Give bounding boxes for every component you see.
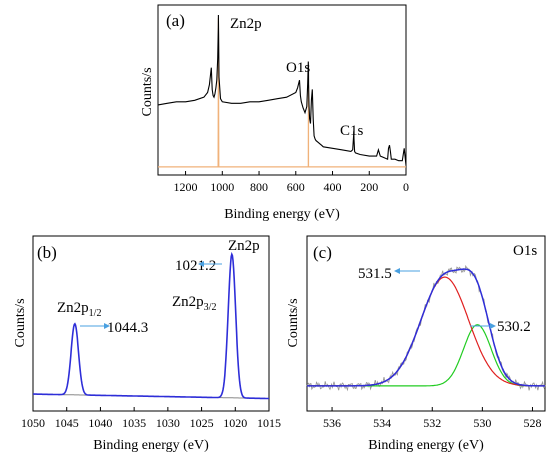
panel-b-frame xyxy=(32,235,270,412)
panel-a-ylabel: Counts/s xyxy=(140,67,155,116)
panel-b-xtick-label: 1030 xyxy=(156,416,180,430)
arrowhead-531-5 xyxy=(394,268,400,274)
panel-a-xtick-label: 1200 xyxy=(174,180,198,194)
panel-a-xtick-label: 400 xyxy=(324,180,342,194)
panel-b-label: (b) xyxy=(37,243,57,262)
annotation-o1s-c: O1s xyxy=(513,243,537,259)
annotation-zn2p-b: Zn2p xyxy=(228,238,260,254)
panel-b-ylabel: Counts/s xyxy=(13,298,28,347)
arrowhead-1044-3 xyxy=(104,323,110,329)
survey-spectrum-line xyxy=(157,14,407,166)
panel-a-xtick-label: 0 xyxy=(403,180,409,194)
panel-b-xtick-label: 1035 xyxy=(122,416,146,430)
panel-b-xtick-label: 1025 xyxy=(190,416,214,430)
panel-b-xlabel: Binding energy (eV) xyxy=(93,438,209,453)
panel-c-xtick-label: 534 xyxy=(373,416,391,430)
arrowhead-530-2 xyxy=(490,323,496,329)
peak-label-zn2p-3-2: Zn2p3/2 xyxy=(172,294,216,313)
panel-a-xtick-label: 1000 xyxy=(210,180,234,194)
peak-label-zn2p-1-2: Zn2p1/2 xyxy=(57,300,101,319)
panel-b-xtick-label: 1015 xyxy=(257,416,281,430)
panel-b-xtick-label: 1050 xyxy=(21,416,45,430)
panel-b-xtick-label: 1045 xyxy=(55,416,79,430)
panel-c-frame xyxy=(306,235,546,412)
annotation-zn2p: Zn2p xyxy=(230,16,262,32)
panel-c-xtick-label: 536 xyxy=(323,416,341,430)
panel-c: (c) 536 534 532 530 528 O1s 531.5 530.2 Bind… xyxy=(286,235,546,453)
peak-label-zn2p-1-2-sub: 1/2 xyxy=(89,308,102,319)
panel-a-xtick-label: 600 xyxy=(287,180,305,194)
peak-value-530-2: 530.2 xyxy=(497,319,531,335)
panel-a-label: (a) xyxy=(166,11,185,30)
panel-b: (b) 1050 1045 1040 1035 1030 1025 1020 1015 Zn2… xyxy=(13,235,281,453)
annotation-o1s: O1s xyxy=(286,60,310,76)
peak-label-zn2p-1-2-base: Zn2p xyxy=(57,300,89,316)
peak-label-zn2p-3-2-sub: 3/2 xyxy=(204,302,217,313)
panel-a-frame xyxy=(157,4,407,176)
panel-c-label: (c) xyxy=(313,243,332,262)
peak-value-1021-2: 1021.2 xyxy=(175,258,216,274)
arrowhead-1021-2 xyxy=(198,261,204,267)
panel-c-xtick-label: 532 xyxy=(423,416,441,430)
panel-a-xlabel: Binding energy (eV) xyxy=(224,207,340,222)
panel-a: (a) 1200 1000 800 600 400 200 0 Zn2p O1s C1s B… xyxy=(140,4,409,222)
panel-b-xtick-label: 1020 xyxy=(223,416,247,430)
panel-a-xtick-label: 200 xyxy=(360,180,378,194)
panel-b-xtick-label: 1040 xyxy=(88,416,112,430)
peak-value-1044-3: 1044.3 xyxy=(107,320,148,336)
annotation-c1s: C1s xyxy=(340,123,364,139)
panel-a-xtick-label: 800 xyxy=(250,180,268,194)
peak-label-zn2p-3-2-base: Zn2p xyxy=(172,294,204,310)
o1s-envelope-line xyxy=(307,268,545,387)
reference-spectrum-line xyxy=(158,18,406,168)
panel-c-xtick-label: 530 xyxy=(473,416,491,430)
panel-c-xtick-label: 528 xyxy=(523,416,541,430)
peak-value-531-5: 531.5 xyxy=(358,266,392,282)
zn2p-fit-line xyxy=(33,251,269,400)
panel-c-ylabel: Counts/s xyxy=(286,298,301,347)
panel-c-xlabel: Binding energy (eV) xyxy=(368,438,484,453)
